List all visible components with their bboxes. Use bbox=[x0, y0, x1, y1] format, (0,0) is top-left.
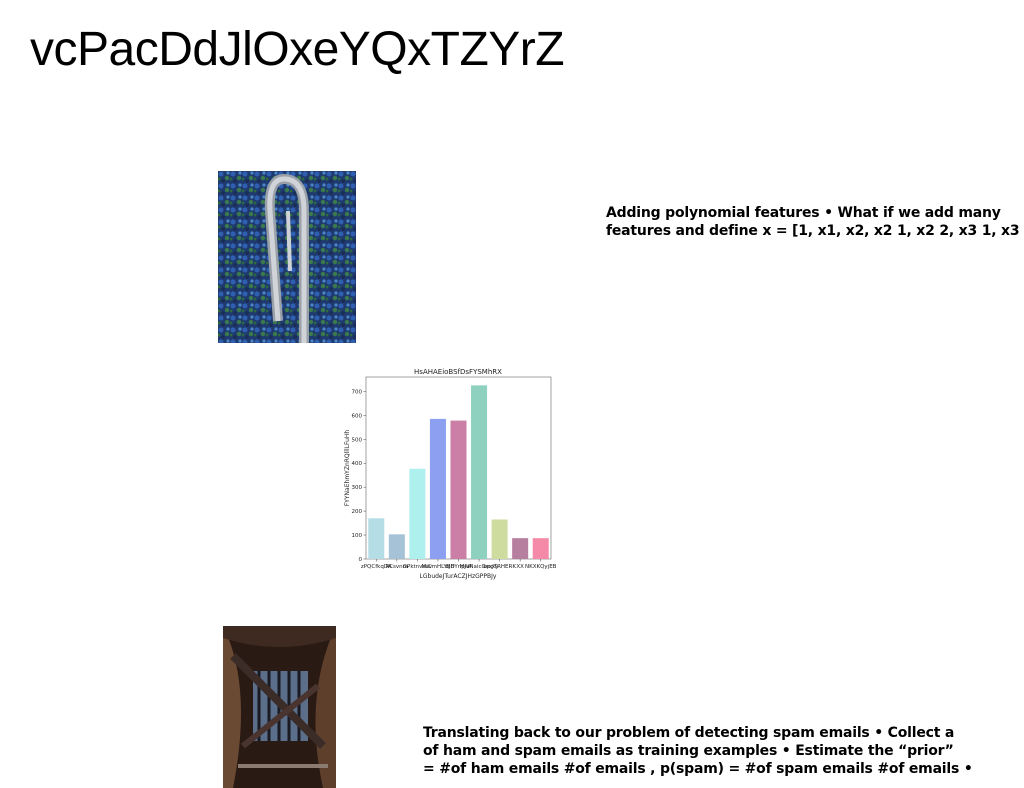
slide-title: vcPacDdJlOxeYQxTZYrZ bbox=[30, 23, 565, 76]
chart-x-axis-label: LGbudeJTurACZJHzGPPBJy bbox=[420, 573, 497, 580]
chart-bar bbox=[368, 518, 385, 559]
chart-bar bbox=[429, 418, 446, 559]
chart-bar bbox=[409, 468, 426, 559]
chart-y-tick-label: 600 bbox=[352, 413, 363, 419]
chart-x-tick-label: bpgTRHERK bbox=[483, 564, 516, 570]
chart-y-tick-label: 0 bbox=[359, 557, 363, 563]
chart-x-tick-label: RCsvnm bbox=[386, 564, 408, 570]
chart-bar bbox=[471, 385, 488, 559]
chart-bar bbox=[491, 519, 508, 559]
chart-y-tick-label: 500 bbox=[352, 437, 363, 443]
chart-bar bbox=[450, 420, 467, 559]
chart-y-tick-label: 200 bbox=[352, 509, 363, 515]
bar-chart: HsAHAEioBSfDsFYSMhRX 0 100 200 300 400 500 600… bbox=[338, 364, 560, 591]
chart-x-tick-label: zPQCfkqDA bbox=[361, 564, 392, 570]
chart-bar bbox=[388, 534, 405, 559]
chart-y-tick-label: 700 bbox=[352, 389, 363, 395]
chart-bar bbox=[532, 538, 549, 559]
chart-x-tick-label: MJuNaicGexky bbox=[460, 564, 500, 570]
chart-y-tick-label: 100 bbox=[352, 533, 363, 539]
chart-bar bbox=[512, 538, 529, 559]
aerial-road-photo bbox=[218, 171, 356, 343]
text-block-spam-detection: Translating back to our problem of detec… bbox=[423, 725, 973, 777]
chart-x-tick-label: GPktnvsuv bbox=[403, 564, 433, 570]
chart-y-tick-label: 400 bbox=[352, 461, 363, 467]
chart-x-tick-label: bJDYnpiW bbox=[445, 564, 472, 570]
chart-x-tick-label: XX bbox=[516, 564, 524, 570]
chart-x-tick-label: MiCmHLYBB bbox=[422, 564, 455, 570]
chart-y-axis-label: FYYNaEhmYZnRQlllLFuHh bbox=[344, 430, 351, 507]
abandoned-interior-photo bbox=[223, 626, 336, 788]
chart-y-tick-label: 300 bbox=[352, 485, 363, 491]
chart-x-tick-label: NKXKQyjEB bbox=[525, 564, 557, 570]
chart-title: HsAHAEioBSfDsFYSMhRX bbox=[414, 368, 502, 376]
text-block-polynomial-features: Adding polynomial features • What if we … bbox=[606, 205, 1020, 239]
